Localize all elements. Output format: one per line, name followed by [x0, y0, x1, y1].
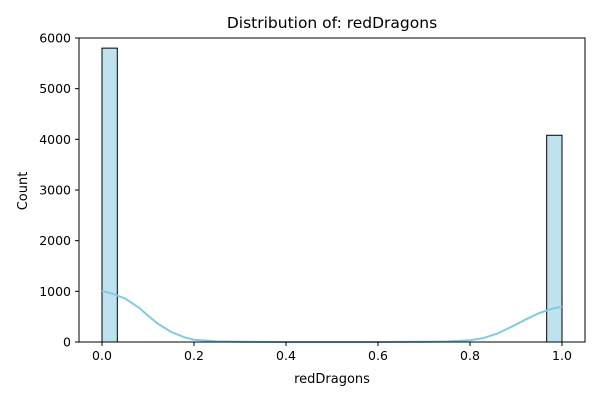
chart-title: Distribution of: redDragons — [227, 14, 437, 32]
axes-layer — [78, 37, 586, 343]
kde-layer — [101, 289, 563, 343]
y-tick-label: 4000 — [39, 132, 71, 147]
histogram-bar-0 — [101, 47, 118, 343]
y-tick-label: 3000 — [39, 183, 71, 198]
x-tick-label: 1.0 — [552, 348, 572, 363]
bars-layer — [101, 47, 563, 343]
x-tick-label: 0.8 — [460, 348, 480, 363]
histogram-bar-1 — [546, 134, 563, 343]
y-tick-label: 1000 — [39, 284, 71, 299]
x-tick-label: 0.2 — [184, 348, 204, 363]
y-tick-label: 5000 — [39, 81, 71, 96]
y-axis-label: Count — [16, 172, 31, 211]
x-tick-label: 0.6 — [368, 348, 388, 363]
plot-frame — [78, 37, 586, 343]
x-tick-label: 0.0 — [92, 348, 112, 363]
ticks-layer: 0.0 0.2 0.4 0.6 0.8 1.0 0 1000 2000 3000 4000 5000 6… — [39, 31, 572, 364]
y-tick-label: 0 — [63, 335, 71, 350]
x-axis-label: redDragons — [294, 372, 370, 387]
kde-curve — [101, 289, 563, 343]
x-tick-label: 0.4 — [276, 348, 296, 363]
y-tick-label: 2000 — [39, 233, 71, 248]
y-tick-label: 6000 — [39, 31, 71, 46]
